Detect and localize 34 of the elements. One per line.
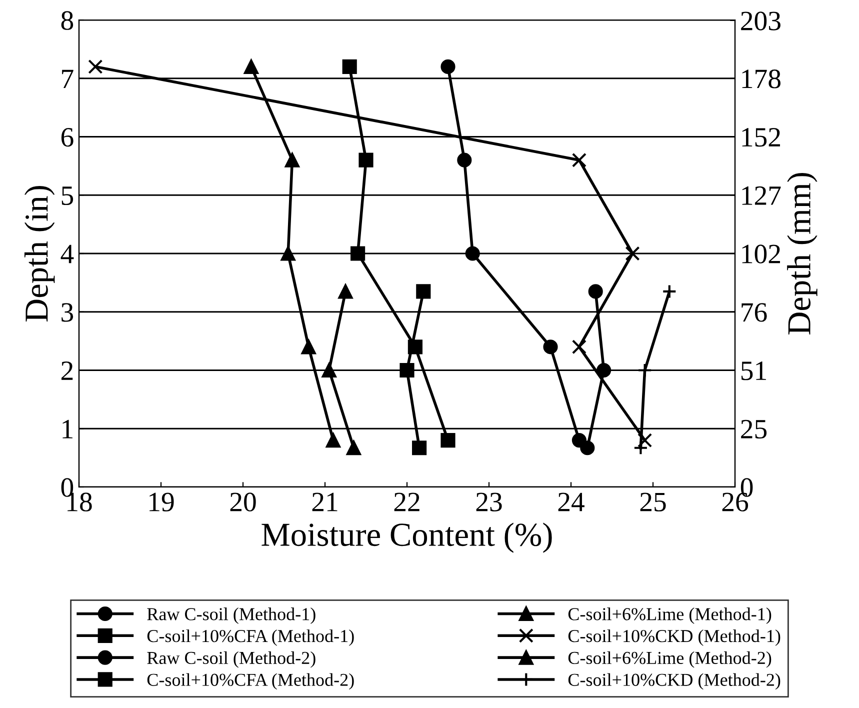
y2-tick-label: 76 bbox=[742, 303, 767, 322]
x-tick-label: 24 bbox=[558, 492, 584, 512]
y-tick-label: 4 bbox=[60, 244, 74, 264]
y-tick-label: 1 bbox=[62, 420, 72, 438]
x-tick-label: 25 bbox=[640, 492, 666, 512]
y-tick-label: 8 bbox=[61, 11, 74, 30]
y2-tick-label: 203 bbox=[741, 12, 780, 30]
x-tick-label: 19 bbox=[150, 492, 174, 512]
y-tick-label: 7 bbox=[62, 70, 74, 88]
y2-tick-label: 127 bbox=[742, 186, 781, 205]
x-tick-label: 20 bbox=[230, 492, 256, 512]
y-axis-title: Depth (in) bbox=[24, 186, 55, 322]
y2-tick-label: 152 bbox=[742, 128, 780, 147]
legend-label: C-soil+6%Lime (Method-1) bbox=[568, 608, 772, 624]
legend-label: Raw C-soil (Method-2) bbox=[147, 651, 316, 668]
y2-tick-label: 25 bbox=[741, 420, 767, 439]
x-tick-label: 23 bbox=[476, 492, 502, 512]
y2-axis-title: Depth (mm) bbox=[787, 173, 818, 334]
legend-label: C-soil+6%Lime (Method-2) bbox=[568, 651, 772, 668]
x-tick-label: 22 bbox=[394, 492, 420, 512]
legend-label: C-soil+10%CFA (Method-1) bbox=[147, 629, 354, 646]
y-tick-label: 3 bbox=[62, 303, 74, 322]
y2-tick-label: 102 bbox=[742, 244, 780, 264]
y2-tick-label: 178 bbox=[742, 70, 780, 88]
y-tick-label: 6 bbox=[61, 128, 74, 147]
legend-label: C-soil+10%CKD (Method-1) bbox=[568, 629, 780, 646]
x-tick-label: 21 bbox=[312, 492, 338, 512]
x-axis-title: Moisture Content (%) bbox=[262, 522, 552, 553]
y2-tick-label: 51 bbox=[741, 362, 766, 380]
legend-label: C-soil+10%CFA (Method-2) bbox=[147, 673, 354, 690]
legend-label: Raw C-soil (Method-1) bbox=[147, 608, 316, 624]
y-tick-label: 5 bbox=[62, 186, 74, 206]
legend-label: C-soil+10%CKD (Method-2) bbox=[568, 673, 780, 690]
y-tick-label: 2 bbox=[61, 361, 73, 380]
